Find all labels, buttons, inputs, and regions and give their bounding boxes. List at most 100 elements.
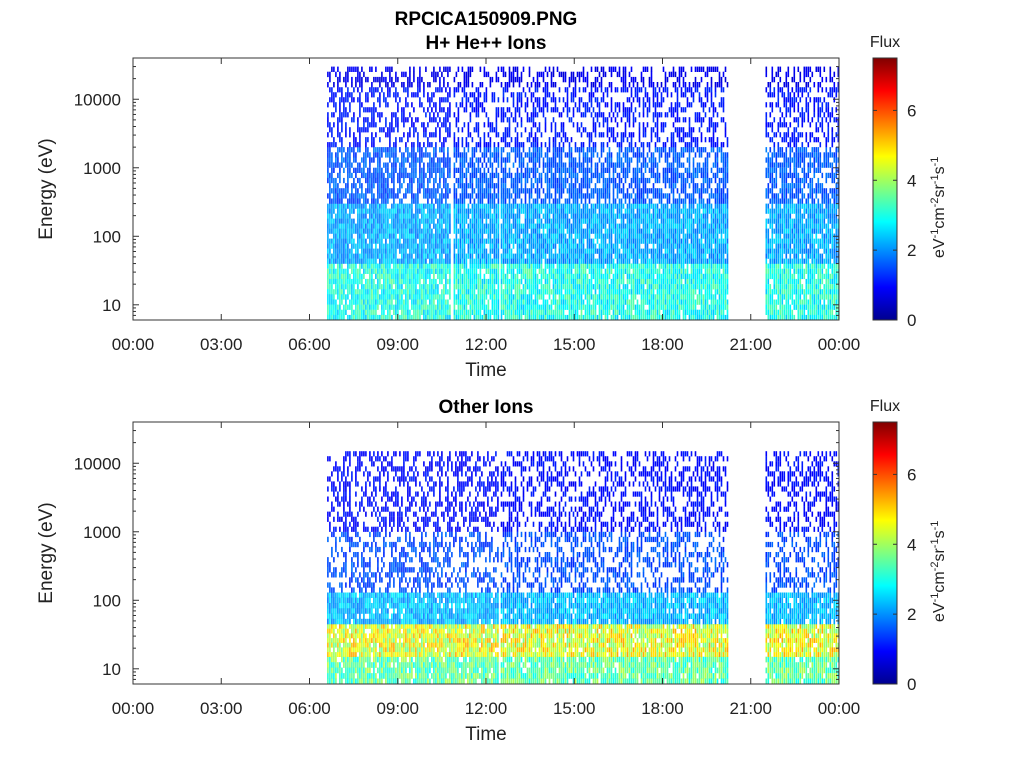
spectrogram-cell xyxy=(564,284,567,290)
spectrogram-cell xyxy=(461,304,464,310)
spectrogram-cell xyxy=(393,218,395,224)
spectrogram-cell xyxy=(576,314,579,320)
spectrogram-cell xyxy=(387,208,389,214)
spectrogram-cell xyxy=(349,152,351,158)
spectrogram-cell xyxy=(371,218,373,224)
spectrogram-cell xyxy=(345,278,347,285)
spectrogram-cell xyxy=(415,278,417,285)
spectrogram-cell xyxy=(377,289,379,295)
spectrogram-cell xyxy=(588,284,591,290)
spectrogram-cell xyxy=(443,233,445,239)
spectrogram-cell xyxy=(333,278,335,285)
spectrogram-cell xyxy=(441,71,443,78)
spectrogram-cell xyxy=(471,268,474,274)
spectrogram-cell xyxy=(397,177,399,184)
spectrogram-cell xyxy=(401,157,403,163)
spectrogram-cell xyxy=(397,218,399,224)
spectrogram-cell xyxy=(489,76,492,83)
spectrogram-cell xyxy=(584,294,587,300)
spectrogram-cell xyxy=(502,137,505,143)
spectrogram-cell xyxy=(500,233,503,239)
spectrogram-cell xyxy=(590,263,593,269)
spectrogram-cell xyxy=(387,294,389,300)
spectrogram-cell xyxy=(453,223,456,229)
spectrogram-cell xyxy=(554,208,557,214)
spectrogram-cell xyxy=(415,233,417,239)
spectrogram-cell xyxy=(341,289,343,295)
spectrogram-cell xyxy=(341,97,343,103)
spectrogram-cell xyxy=(483,284,486,290)
spectrogram-cell xyxy=(536,152,539,158)
spectrogram-cell xyxy=(361,284,363,290)
spectrogram-cell xyxy=(445,137,447,143)
spectrogram-cell xyxy=(550,193,553,199)
spectrogram-cell xyxy=(536,71,539,78)
spectrogram-cell xyxy=(508,157,511,163)
spectrogram-cell xyxy=(357,314,359,320)
spectrogram-cell xyxy=(453,147,456,153)
spectrogram-cell xyxy=(407,203,409,209)
spectrogram-cell xyxy=(497,112,500,118)
spectrogram-cell xyxy=(473,107,476,113)
spectrogram-cell xyxy=(385,243,387,249)
spectrogram-cell xyxy=(435,258,437,264)
spectrogram-cell xyxy=(506,203,509,209)
spectrogram-cell xyxy=(504,253,507,259)
spectrogram-cell xyxy=(582,177,585,184)
spectrogram-cell xyxy=(381,268,383,274)
spectrogram-cell xyxy=(369,273,371,280)
spectrogram-cell xyxy=(481,183,484,189)
spectrogram-cell xyxy=(389,172,391,179)
spectrogram-cell xyxy=(518,238,521,244)
spectrogram-cell xyxy=(345,162,347,168)
spectrogram-cell xyxy=(598,198,601,204)
spectrogram-cell xyxy=(407,172,409,179)
spectrogram-cell xyxy=(504,248,507,254)
spectrogram-cell xyxy=(331,188,333,194)
spectrogram-cell xyxy=(461,314,464,320)
spectrogram-cell xyxy=(453,218,456,224)
spectrogram-cell xyxy=(387,177,389,184)
spectrogram-cell xyxy=(435,107,437,113)
spectrogram-cell xyxy=(401,248,403,254)
spectrogram-cell xyxy=(526,102,529,108)
spectrogram-cell xyxy=(443,273,445,280)
spectrogram-cell xyxy=(489,157,492,163)
spectrogram-cell xyxy=(407,188,409,194)
spectrogram-cell xyxy=(538,107,541,113)
spectrogram-cell xyxy=(423,248,425,254)
spectrogram-cell xyxy=(526,263,529,269)
spectrogram-cell xyxy=(395,157,397,163)
spectrogram-cell xyxy=(477,198,480,204)
spectrogram-cell xyxy=(415,203,417,209)
spectrogram-cell xyxy=(491,76,494,83)
spectrogram-cell xyxy=(506,208,509,214)
spectrogram-cell xyxy=(510,228,513,234)
spectrogram-cell xyxy=(554,299,557,305)
spectrogram-cell xyxy=(447,132,449,138)
spectrogram-cell xyxy=(427,233,429,239)
spectrogram-cell xyxy=(387,87,389,93)
spectrogram-cell xyxy=(548,193,551,199)
spectrogram-cell xyxy=(455,309,458,315)
spectrogram-cell xyxy=(397,107,399,113)
spectrogram-cell xyxy=(483,273,486,280)
spectrogram-cell xyxy=(477,273,480,280)
spectrogram-cell xyxy=(383,76,385,83)
spectrogram-cell xyxy=(459,82,462,88)
spectrogram-cell xyxy=(524,294,527,300)
spectrogram-cell xyxy=(367,76,369,83)
spectrogram-cell xyxy=(546,218,549,224)
spectrogram-cell xyxy=(337,188,339,194)
spectrogram-cell xyxy=(341,253,343,259)
spectrogram-cell xyxy=(333,203,335,209)
spectrogram-cell xyxy=(433,92,435,98)
spectrogram-cell xyxy=(473,198,476,204)
spectrogram-cell xyxy=(582,152,585,158)
spectrogram-cell xyxy=(516,233,519,239)
spectrogram-cell xyxy=(550,203,553,209)
spectrogram-cell xyxy=(473,127,476,133)
spectrogram-cell xyxy=(566,167,569,173)
spectrogram-cell xyxy=(497,107,500,113)
spectrogram-cell xyxy=(520,152,523,158)
